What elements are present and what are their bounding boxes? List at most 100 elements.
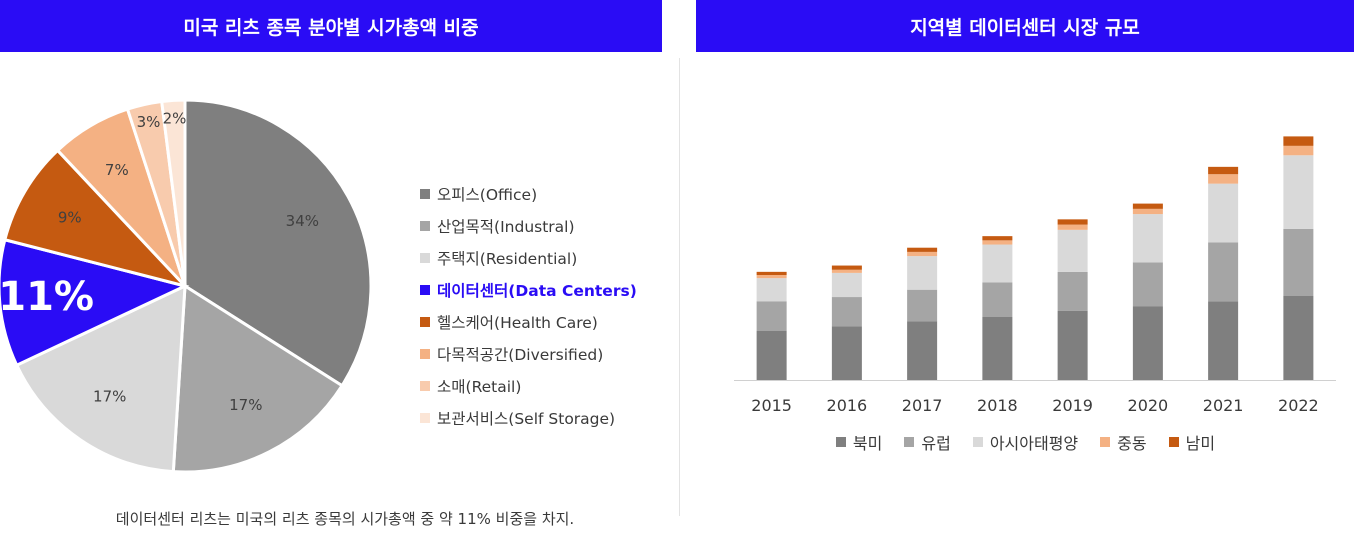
pie-data-label: 2% [163,109,187,127]
bar-legend-item: 중동 [1100,430,1147,454]
pie-data-label: 9% [58,208,82,226]
pie-legend-item: 헬스케어(Health Care) [420,306,637,338]
bar-legend-item: 아시아태평양 [972,430,1078,454]
legend-swatch [420,221,430,231]
bar-chart-title: 지역별 데이터센터 시장 규모 [696,0,1354,52]
bar-segment [831,265,862,270]
pie-legend-item: 데이터센터(Data Centers) [420,274,637,306]
pie-chart-title: 미국 리츠 종목 분야별 시가총액 비중 [0,0,662,52]
bar-segment [1057,310,1088,380]
legend-label: 주택지(Residential) [437,250,578,268]
bar-segment [982,244,1013,283]
bar-segment [756,275,787,279]
bar-segment [982,317,1013,380]
bar-segment [1057,229,1088,272]
legend-label: 다목적공간(Diversified) [437,346,604,364]
bar-segment [1283,155,1314,229]
pie-legend-item: 주택지(Residential) [420,242,637,274]
bar-segment [756,301,787,331]
bar-segment [1132,203,1163,209]
legend-swatch [904,437,915,447]
pie-slice [171,283,345,474]
bar-segment [982,236,1013,241]
legend-label: 산업목적(Industral) [437,218,575,236]
bar-segment [831,272,862,298]
bar-legend-item: 남미 [1168,430,1216,454]
bar-legend-item: 북미 [835,430,882,454]
pie-legend-item: 다목적공간(Diversified) [420,338,637,370]
pie-caption: 데이터센터 리츠는 미국의 리츠 종목의 시가총액 중 약 11% 비중을 차지… [115,510,575,528]
pie-data-label: 17% [229,396,262,414]
legend-label: 헬스케어(Health Care) [437,314,598,332]
panel-divider [679,58,680,516]
x-tick-label: 2019 [1052,396,1093,415]
pie-legend-item: 산업목적(Industral) [420,210,637,242]
pie-data-label: 11% [0,274,94,320]
x-tick-label: 2022 [1278,396,1319,415]
legend-label: 소매(Retail) [437,378,522,396]
bar-segment [756,278,787,302]
bar-segment [831,297,862,327]
x-tick-label: 2016 [827,396,868,415]
pie-chart: 34% 17% 17% 11% 9% 7% 3% 2% [0,98,373,474]
bar-segment [1132,306,1163,380]
bar-segment [982,282,1013,317]
bar-segment [1208,301,1239,380]
bar-segment [982,240,1013,245]
legend-swatch [420,317,430,327]
pie-data-label: 17% [93,387,126,405]
pie-slice [3,148,190,289]
bar-segment [1208,242,1239,302]
legend-swatch [420,189,430,199]
legend-swatch [420,413,430,423]
bar-segment [756,271,787,275]
pie-data-label: 3% [137,113,161,131]
bar-segment [1132,208,1163,215]
bar-segment [907,256,938,290]
bar-legend-item: 유럽 [904,430,951,454]
pie-data-label: 7% [105,161,129,179]
pie-legend-item: 소매(Retail) [420,370,637,402]
pie-slice [160,98,187,287]
legend-swatch [420,285,430,295]
legend-label: 보관서비스(Self Storage) [437,410,616,428]
bar-segment [831,269,862,273]
legend-swatch [972,437,983,447]
legend-swatch [420,349,430,359]
bar-segment [1208,183,1239,243]
pie-slice [0,237,190,368]
bar-segment [756,330,787,380]
legend-label: 데이터센터(Data Centers) [437,282,637,300]
bar-segment [907,321,938,380]
legend-swatch [420,381,430,391]
legend-label: 남미 [1185,434,1216,453]
legend-swatch [1168,437,1179,447]
bar-segment [1208,174,1239,184]
legend-label: 오피스(Office) [437,186,538,204]
bar-segment [1057,219,1088,225]
bar-segment [907,251,938,257]
legend-label: 중동 [1117,434,1147,453]
bar-segment [907,289,938,322]
x-tick-label: 2021 [1203,396,1244,415]
x-tick-label: 2020 [1128,396,1169,415]
pie-legend: 오피스(Office) 산업목적(Industral) 주택지(Residentia… [420,178,637,434]
x-tick-label: 2018 [977,396,1018,415]
legend-swatch [420,253,430,263]
legend-swatch [835,437,846,447]
pie-data-label: 34% [286,212,319,230]
bar-segment [831,326,862,380]
bar-segment [1057,271,1088,311]
legend-label: 유럽 [921,434,951,453]
bar-segment [1283,228,1314,296]
bar-segment [1208,166,1239,175]
bar-segment [1283,145,1314,156]
x-tick-label: 2015 [751,396,792,415]
pie-legend-item: 보관서비스(Self Storage) [420,402,637,434]
bar-legend: 북미 유럽 아시아태평양 중동 남미 [697,430,1354,454]
x-tick-label: 2017 [902,396,943,415]
pie-legend-item: 오피스(Office) [420,178,637,210]
bar-segment [1132,214,1163,263]
bar-segment [1283,296,1314,380]
